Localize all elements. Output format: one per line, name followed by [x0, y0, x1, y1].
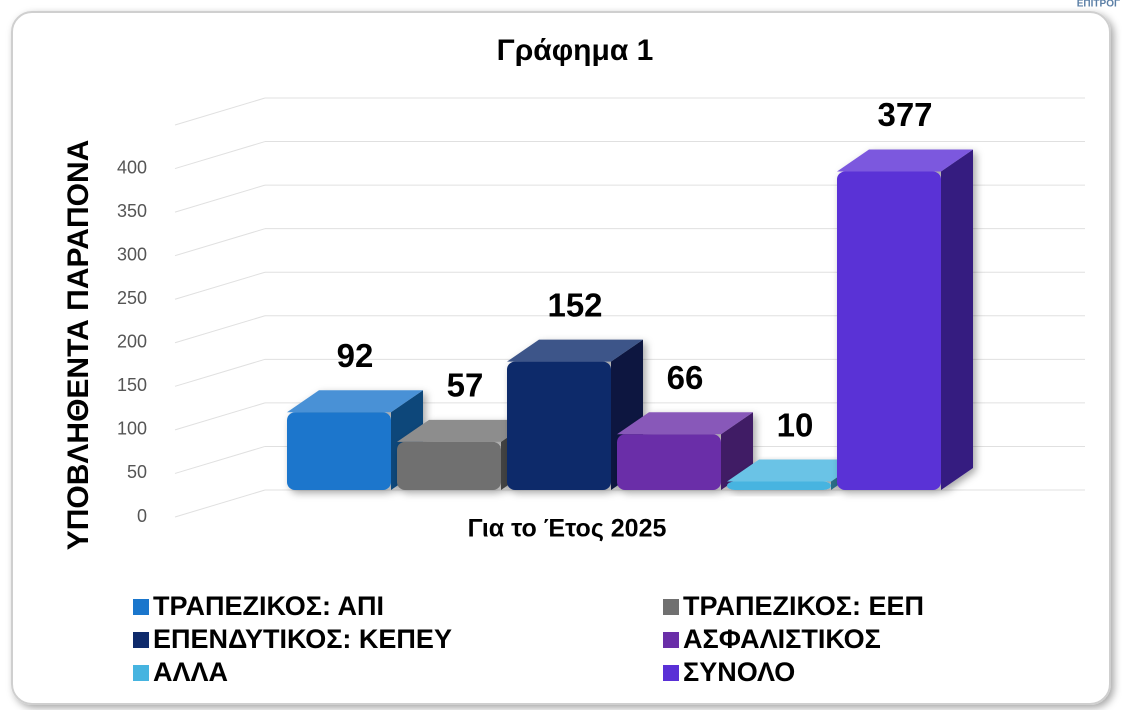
bar-side — [941, 149, 973, 491]
value-label: 92 — [337, 337, 374, 374]
logo-text: ΕΠΙΤΡΟΓ — [1077, 0, 1120, 10]
bar-top — [837, 149, 973, 172]
legend-swatch — [663, 632, 679, 648]
grid-line-side — [174, 402, 266, 431]
legend-label: ΤΡΑΠΕΖΙΚΟΣ: ΑΠΙ — [153, 591, 384, 621]
y-tick-label: 0 — [137, 506, 147, 526]
value-label: 57 — [447, 367, 484, 404]
y-tick-label: 200 — [117, 332, 147, 352]
y-axis-label: ΥΠΟΒΛΗΘΕΝΤΑ ΠΑΡΑΠΟΝΑ — [62, 140, 95, 551]
y-tick-label: 300 — [117, 244, 147, 264]
legend-swatch — [133, 632, 149, 648]
bar-front — [837, 171, 941, 491]
bar-top — [727, 459, 863, 482]
value-label: 10 — [777, 406, 814, 443]
grid-line-side — [174, 184, 266, 213]
grid-line-side — [174, 489, 266, 518]
y-tick-label: 50 — [127, 462, 147, 482]
legend-label: ΑΛΛΑ — [153, 657, 228, 687]
legend-swatch — [133, 665, 149, 681]
value-label: 377 — [877, 96, 932, 133]
x-category-label: Για το Έτος 2025 — [468, 515, 667, 543]
legend-label: ΣΥΝΟΛΟ — [683, 657, 795, 687]
legend-label: ΤΡΑΠΕΖΙΚΟΣ: ΕΕΠ — [683, 591, 924, 621]
chart-title: Γράφημα 1 — [497, 34, 654, 67]
bar-front — [727, 481, 831, 490]
value-label: 152 — [547, 286, 602, 323]
bar-top — [617, 412, 753, 435]
bar — [837, 149, 973, 491]
y-tick-label: 350 — [117, 201, 147, 221]
legend-swatch — [663, 665, 679, 681]
legend-label: ΕΠΕΝΔΥΤΙΚΟΣ: ΚΕΠΕΥ — [153, 624, 452, 654]
bar-top — [397, 419, 533, 442]
legend-swatch — [663, 599, 679, 615]
y-tick-label: 100 — [117, 419, 147, 439]
grid-line-side — [174, 358, 266, 387]
y-tick-label: 400 — [117, 157, 147, 177]
bar-front — [617, 434, 721, 490]
bar-top — [287, 390, 423, 413]
y-tick-label: 250 — [117, 288, 147, 308]
value-label: 66 — [667, 359, 704, 396]
grid-line-side — [174, 445, 266, 474]
legend-label: ΑΣΦΑΛΙΣΤΙΚΟΣ — [683, 624, 881, 654]
bar-front — [287, 412, 391, 490]
legend-swatch — [133, 599, 149, 615]
grid-line-side — [174, 271, 266, 300]
bar-front — [507, 361, 611, 490]
grid-line-side — [174, 228, 266, 257]
bar-front — [397, 441, 501, 490]
y-tick-label: 150 — [117, 375, 147, 395]
bar-top — [507, 339, 643, 362]
grid-line-side — [174, 141, 266, 170]
grid-line-side — [174, 315, 266, 344]
wall-top-side — [174, 97, 266, 126]
